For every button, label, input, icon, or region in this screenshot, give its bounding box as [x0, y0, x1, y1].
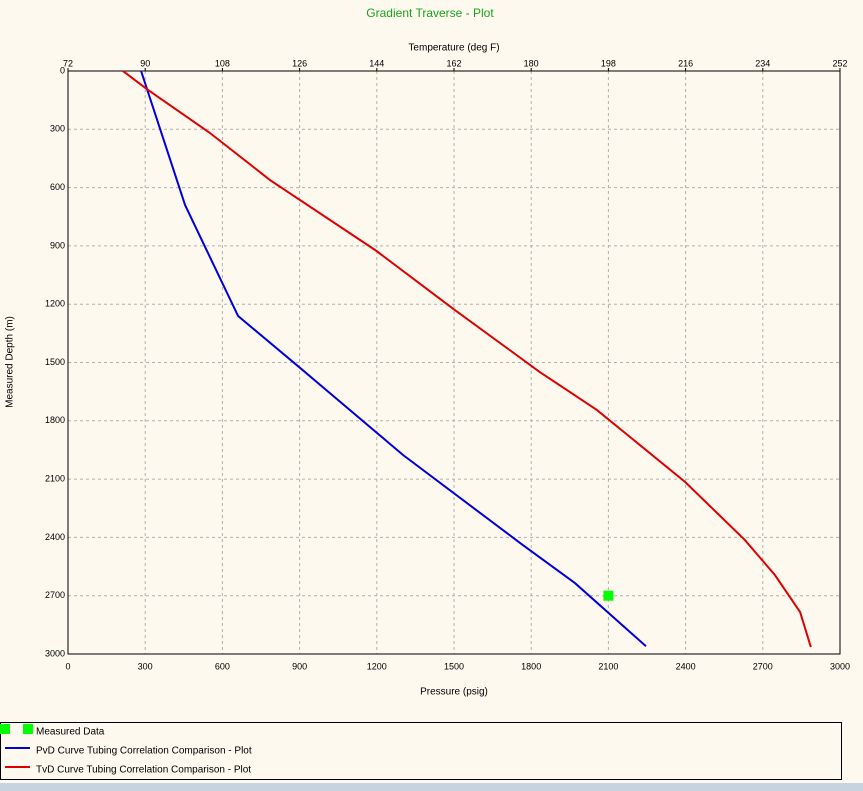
x-tick-label: 2100	[598, 661, 618, 671]
legend-marker	[23, 724, 33, 734]
x2-tick-label: 198	[601, 58, 616, 68]
y-tick-label: 300	[50, 124, 65, 134]
y-axis-title: Measured Depth (m)	[5, 316, 16, 408]
x2-tick-label: 252	[832, 58, 847, 68]
window-border	[0, 783, 863, 791]
x2-tick-label: 180	[524, 58, 539, 68]
chart-title: Gradient Traverse - Plot	[366, 6, 494, 20]
x-tick-label: 2400	[676, 661, 696, 671]
x-tick-label: 1200	[367, 661, 387, 671]
data-line	[122, 70, 812, 648]
y-tick-label: 900	[50, 240, 65, 250]
y-tick-label: 2400	[45, 532, 65, 542]
x2-tick-label: 126	[292, 58, 307, 68]
plot-border	[67, 70, 841, 655]
legend-label: TvD Curve Tubing Correlation Comparison …	[36, 765, 251, 776]
y-tick-label: 3000	[45, 648, 65, 658]
x-tick-label: 900	[292, 661, 307, 671]
y-tick-label: 2700	[45, 590, 65, 600]
y-tick-label: 1200	[45, 299, 65, 309]
y-tick-label: 0	[60, 65, 65, 75]
legend-box	[0, 722, 842, 780]
x-tick-label: 2700	[753, 661, 773, 671]
data-line	[140, 70, 647, 647]
x2-tick-label: 90	[140, 58, 150, 68]
x2-tick-label: 162	[446, 58, 461, 68]
y-tick-label: 2100	[45, 473, 65, 483]
x-tick-label: 300	[138, 661, 153, 671]
x-tick-label: 1800	[521, 661, 541, 671]
x2-tick-label: 108	[215, 58, 230, 68]
y-tick-label: 600	[50, 182, 65, 192]
x-tick-label: 600	[215, 661, 230, 671]
y-tick-label: 1800	[45, 415, 65, 425]
data-point	[603, 590, 614, 601]
legend-marker	[0, 724, 10, 734]
legend-label: PvD Curve Tubing Correlation Comparison …	[36, 746, 252, 757]
x2-tick-label: 144	[369, 58, 384, 68]
x-tick-label: 0	[65, 661, 70, 671]
y-tick-label: 1500	[45, 357, 65, 367]
x-axis-title: Pressure (psig)	[420, 687, 488, 698]
x-tick-label: 3000	[830, 661, 850, 671]
x-tick-label: 1500	[444, 661, 464, 671]
x2-tick-label: 234	[755, 58, 770, 68]
x2-axis-title: Temperature (deg F)	[408, 43, 499, 54]
legend-label: Measured Data	[36, 727, 105, 738]
x2-tick-label: 72	[63, 58, 73, 68]
x2-tick-label: 216	[678, 58, 693, 68]
